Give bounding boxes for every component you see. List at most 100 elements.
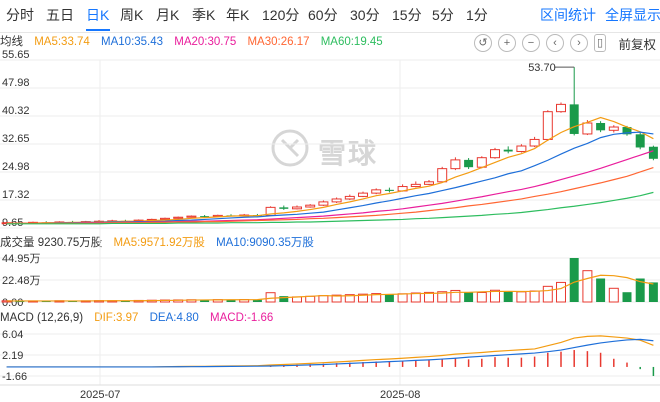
candle-up	[450, 159, 461, 170]
candle-up	[160, 217, 170, 220]
candle-up	[358, 192, 368, 197]
volume-bar-up	[331, 294, 342, 303]
period-tabs: 分时 五日 日K 周K 月K 季K 年K 120分 60分 30分 15分 5分 1分	[0, 0, 660, 33]
candle-up	[556, 103, 566, 113]
candle-up	[344, 195, 355, 200]
zoom-out-icon[interactable]: −	[522, 34, 540, 52]
tab-6[interactable]: 年K	[226, 7, 250, 23]
ma60-label: MA60:19.45	[320, 36, 383, 48]
macd-y-tick: 6.04	[2, 329, 23, 341]
volume-bar-up	[344, 294, 355, 303]
volume-bar-down	[252, 299, 262, 302]
volume-bar-down	[120, 300, 130, 302]
volume-bar-up	[371, 293, 382, 303]
volume-bar-up	[450, 289, 461, 303]
tab-12[interactable]: 1分	[466, 7, 488, 23]
volume-bar-up	[410, 292, 421, 303]
volume-bar-up	[608, 287, 619, 303]
volume-bar-down	[200, 299, 210, 302]
volume-bar-down	[569, 258, 579, 302]
macd-title: MACD (12,26,9)	[0, 312, 84, 324]
tab-11[interactable]: 5分	[432, 7, 454, 23]
candle-up	[529, 138, 540, 147]
tab-3[interactable]: 周K	[120, 7, 144, 23]
fullscreen-link[interactable]: 全屏显示	[605, 7, 660, 23]
tab-4[interactable]: 月K	[156, 7, 180, 23]
volume-bar-up	[437, 291, 448, 303]
volume-bar-up	[305, 295, 316, 303]
candle-down	[279, 207, 289, 209]
candle-up	[437, 168, 448, 183]
candle-up	[186, 215, 197, 218]
candle-down	[596, 123, 606, 131]
volume-bar-down	[279, 296, 289, 302]
tab-1[interactable]: 五日	[46, 7, 74, 23]
candle-up	[292, 206, 302, 210]
candle-up	[305, 204, 316, 208]
volume-bar-down	[464, 292, 474, 302]
volume-bar-up	[424, 291, 434, 303]
ma10-label: MA10:35.43	[101, 36, 164, 48]
volume-bar-down	[503, 291, 513, 302]
candle-down	[635, 134, 645, 148]
ma-line-ma20	[6, 150, 654, 224]
volume-bar-up	[542, 285, 553, 303]
macd-y-tick: 2.19	[2, 350, 23, 362]
range-stats-link[interactable]: 区间统计	[540, 7, 596, 23]
main-y-tick: 24.98	[2, 161, 30, 173]
volume-bar-up	[476, 292, 487, 303]
price-adjust-select[interactable]: 前复权	[618, 38, 656, 52]
candle-up	[424, 181, 434, 185]
candle-down	[384, 189, 394, 191]
zoom-in-icon[interactable]: +	[498, 34, 516, 52]
volume-legend: 成交量 9230.75万股 MA5:9571.92万股 MA10:9090.35…	[0, 235, 322, 251]
main-y-tick: 40.32	[2, 105, 30, 117]
ma-line-ma5	[6, 116, 654, 224]
x-axis-tick: 2025-08	[380, 389, 420, 401]
candle-up	[542, 111, 553, 140]
volume-bar-up	[490, 289, 500, 303]
volume-bar-down	[648, 282, 658, 302]
candle-up	[331, 198, 342, 203]
tab-9[interactable]: 30分	[350, 7, 380, 23]
watermark-text: 雪球	[318, 138, 379, 169]
volume-y-tick: 22.48万	[2, 275, 41, 287]
tab-10[interactable]: 15分	[392, 7, 422, 23]
dea-label: DEA:4.80	[149, 312, 199, 324]
candle-down	[503, 149, 513, 152]
volume-y-tick: 0.00	[2, 297, 23, 309]
fullscreen-icon[interactable]: ▯	[594, 34, 606, 52]
volume-bar-down	[622, 292, 632, 302]
main-y-tick: 47.98	[2, 77, 30, 89]
max-price-label: 53.70	[528, 62, 556, 74]
candle-down	[464, 159, 474, 168]
macd-dif-line	[6, 335, 654, 368]
volume-ma5-label: MA5:9571.92万股	[113, 237, 205, 249]
volume-bar-up	[529, 290, 540, 303]
candle-down	[569, 104, 579, 134]
volume-ma5-line	[6, 274, 654, 302]
pan-right-icon[interactable]: ›	[570, 34, 588, 52]
tab-5[interactable]: 季K	[192, 7, 216, 23]
ma-line-ma30	[6, 166, 654, 224]
volume-bar-up	[318, 295, 329, 303]
candle-up	[582, 122, 593, 135]
volume-bar-up	[516, 291, 527, 303]
pan-left-icon[interactable]: ‹	[546, 34, 564, 52]
tab-2[interactable]: 日K	[86, 7, 110, 23]
candle-down	[648, 146, 658, 159]
volume-bar-down	[384, 294, 394, 302]
ma-legend: 均线 MA5:33.74 MA10:35.43 MA20:30.75 MA30:…	[0, 34, 391, 50]
ma30-label: MA30:26.17	[247, 36, 310, 48]
tab-0[interactable]: 分时	[6, 7, 34, 23]
volume-bar-up	[556, 281, 566, 303]
ma5-label: MA5:33.74	[34, 36, 90, 48]
candle-up	[490, 149, 500, 159]
candle-up	[318, 201, 329, 206]
tab-8[interactable]: 60分	[308, 7, 338, 23]
volume-y-tick: 44.95万	[2, 253, 41, 265]
reset-icon[interactable]: ↺	[474, 34, 492, 52]
volume-bar-down	[596, 278, 606, 302]
tab-7[interactable]: 120分	[262, 7, 300, 23]
